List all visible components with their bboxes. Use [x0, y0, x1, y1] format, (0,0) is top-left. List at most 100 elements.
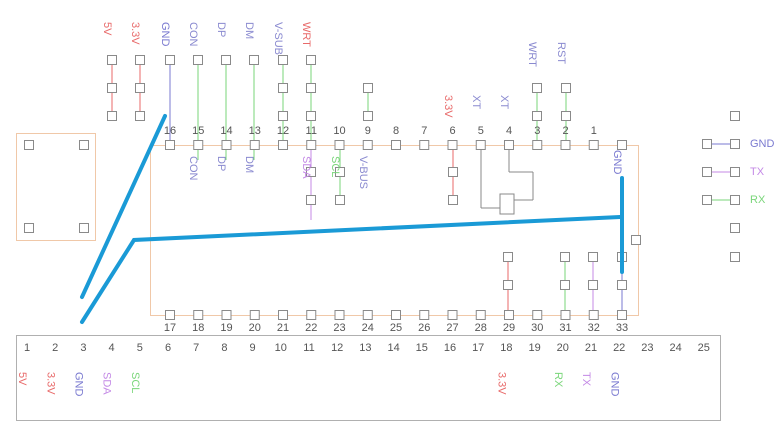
label: 22 — [613, 342, 625, 354]
label: 31 — [559, 322, 571, 334]
pad — [702, 167, 712, 177]
label: 5 — [137, 342, 143, 354]
pad — [306, 55, 316, 65]
pad — [588, 280, 598, 290]
label: 16 — [444, 342, 456, 354]
label: 3 — [534, 125, 540, 137]
pad — [24, 223, 34, 233]
label: 15 — [192, 125, 204, 137]
label: 15 — [416, 342, 428, 354]
pad — [503, 280, 513, 290]
pad — [448, 167, 458, 177]
vertical-label: TX — [580, 372, 592, 387]
pad — [532, 111, 542, 121]
vertical-label: CON — [187, 22, 199, 47]
pad — [730, 139, 740, 149]
vertical-label: DM — [243, 22, 255, 39]
pad — [193, 310, 204, 320]
label: 33 — [616, 322, 628, 334]
pad — [363, 83, 373, 93]
label: 4 — [109, 342, 115, 354]
label: 12 — [277, 125, 289, 137]
pad — [334, 140, 345, 150]
pad — [560, 310, 571, 320]
pad — [391, 310, 401, 320]
vertical-label: GND — [608, 372, 620, 397]
pad — [107, 111, 117, 121]
vertical-label: SCL — [129, 372, 141, 393]
pad — [448, 195, 458, 205]
pad — [362, 310, 373, 320]
vertical-label: 5V — [101, 22, 113, 36]
pad — [532, 83, 542, 93]
pad — [335, 195, 345, 205]
wire — [80, 215, 622, 324]
pad — [334, 310, 345, 320]
pad — [730, 252, 740, 262]
pad — [306, 83, 316, 93]
label: 2 — [562, 125, 568, 137]
vertical-label: DP — [215, 156, 227, 171]
label: TX — [750, 166, 765, 178]
label: 6 — [165, 342, 171, 354]
label: 10 — [333, 125, 345, 137]
label: GND — [750, 138, 775, 150]
label: 2 — [52, 342, 58, 354]
label: 22 — [305, 322, 317, 334]
label: RX — [750, 194, 766, 206]
vertical-label: 3.3V — [44, 372, 56, 395]
vertical-label: DM — [243, 156, 255, 173]
label: 23 — [333, 322, 345, 334]
label: 27 — [446, 322, 458, 334]
vertical-label: DP — [215, 22, 227, 37]
pad — [107, 55, 117, 65]
label: 24 — [669, 342, 681, 354]
pad — [249, 310, 260, 320]
label: 23 — [641, 342, 653, 354]
connector-outline — [16, 335, 721, 421]
pad — [702, 139, 712, 149]
pad — [79, 140, 89, 150]
vertical-label: GND — [159, 22, 171, 47]
label: 11 — [303, 342, 314, 354]
pad — [588, 310, 599, 320]
vertical-label: 3.3V — [129, 22, 141, 45]
pad — [617, 310, 627, 320]
pad — [362, 140, 373, 150]
pad — [306, 195, 316, 205]
label: 25 — [390, 322, 402, 334]
vertical-label: WRT — [300, 22, 312, 47]
label: 4 — [506, 125, 512, 137]
label: 5 — [478, 125, 484, 137]
label: 24 — [362, 322, 374, 334]
label: 3 — [80, 342, 86, 354]
vertical-label: RST — [555, 42, 567, 64]
pad — [278, 83, 288, 93]
pad — [278, 140, 288, 150]
label: 13 — [359, 342, 371, 354]
vertical-label: SCL — [329, 156, 341, 177]
pad — [504, 140, 514, 150]
label: 10 — [275, 342, 287, 354]
pad — [617, 140, 627, 150]
label: 1 — [591, 125, 597, 137]
pads — [24, 55, 740, 320]
wires — [80, 114, 624, 324]
vertical-label: SDA — [101, 372, 113, 395]
pad — [306, 140, 317, 150]
pad — [617, 280, 627, 290]
pad — [561, 83, 571, 93]
label: 9 — [250, 342, 256, 354]
pad — [447, 140, 458, 150]
pad — [504, 310, 514, 320]
pad — [306, 111, 316, 121]
pad — [560, 280, 570, 290]
label: 25 — [698, 342, 710, 354]
pad — [79, 223, 89, 233]
vertical-label: SDA — [300, 156, 312, 179]
pad — [419, 310, 430, 320]
pad — [363, 111, 373, 121]
pad — [193, 55, 203, 65]
